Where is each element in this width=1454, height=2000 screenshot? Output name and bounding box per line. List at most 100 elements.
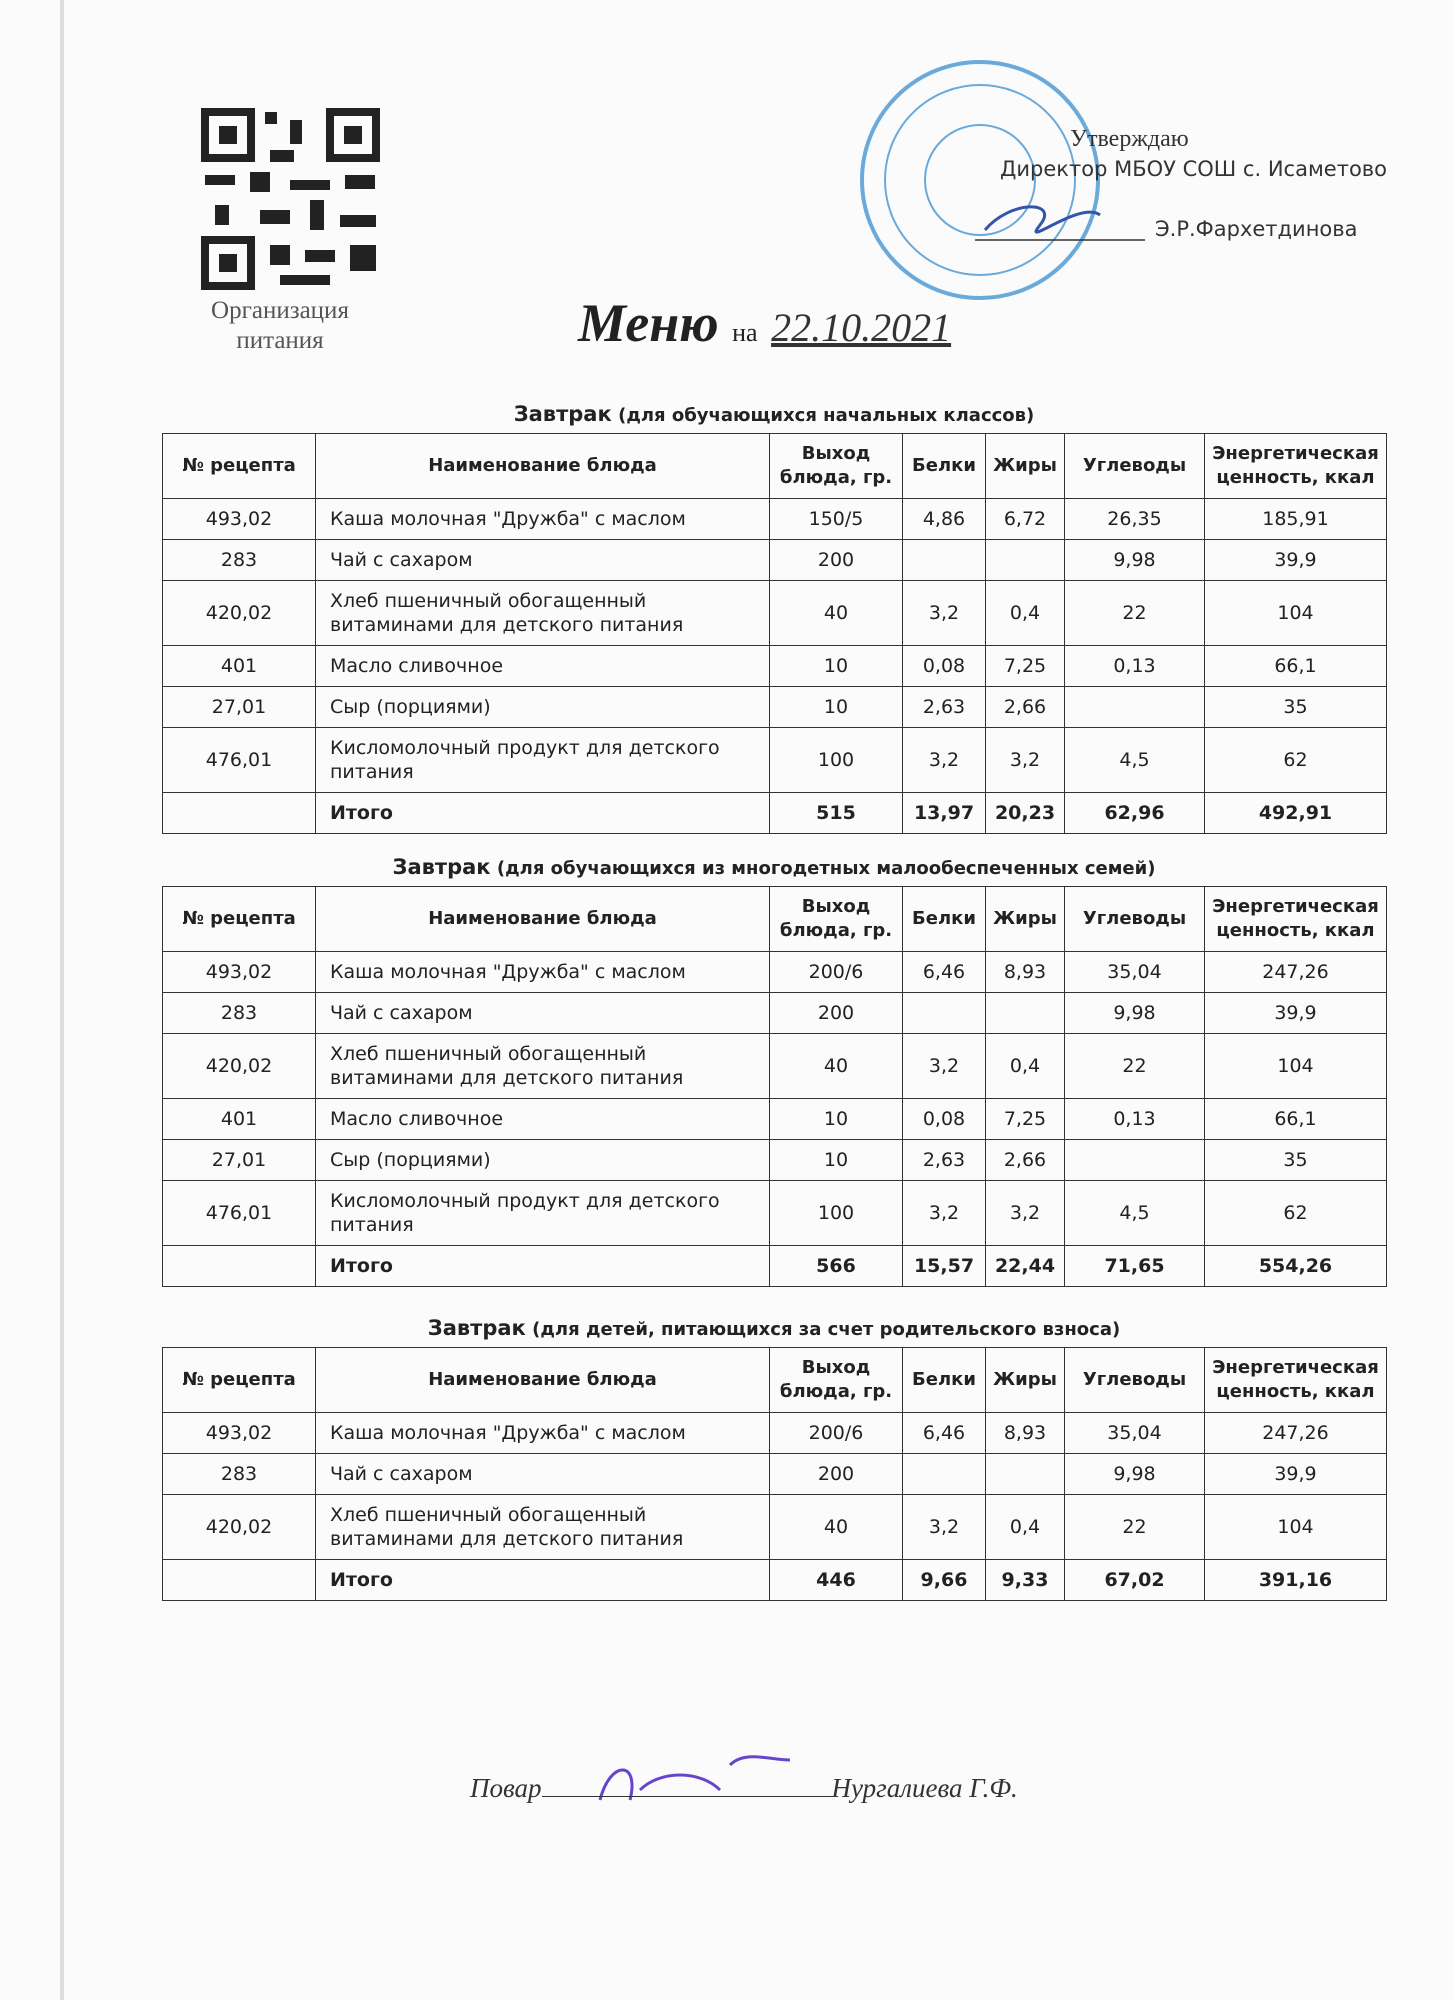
title-main: Меню [578, 293, 719, 353]
table-cell: Каша молочная "Дружба" с маслом [315, 498, 770, 540]
column-header: Жиры [985, 1347, 1065, 1413]
table-cell: 62 [1204, 1180, 1387, 1246]
table-cell: 515 [769, 792, 903, 834]
table-cell: 4,5 [1064, 727, 1205, 793]
column-header: Белки [902, 886, 986, 952]
table-cell: Кисломолочный продукт для детского питан… [315, 727, 770, 793]
table-cell: 476,01 [162, 1180, 316, 1246]
table-cell: 493,02 [162, 498, 316, 540]
table-cell: 401 [162, 645, 316, 687]
qr-code [201, 108, 380, 290]
menu-table: № рецепта Наименование блюда Выход блюда, … [162, 886, 1387, 1287]
table-cell: 10 [769, 686, 903, 728]
table-cell: 420,02 [162, 580, 316, 646]
column-header: Энергетическая ценность, ккал [1204, 433, 1387, 499]
table-cell: 66,1 [1204, 1098, 1387, 1140]
section-name: Завтрак [513, 402, 612, 426]
table-cell: 9,98 [1064, 539, 1205, 581]
column-header: Наименование блюда [315, 886, 770, 952]
qr-caption: Организация питания [190, 296, 370, 356]
table-cell: 6,46 [902, 1412, 986, 1454]
table-cell: 0,08 [902, 645, 986, 687]
table-cell: 4,5 [1064, 1180, 1205, 1246]
total-row: Итого 566 15,57 22,44 71,65 554,26 [162, 1245, 1387, 1287]
table-cell: 62,96 [1064, 792, 1205, 834]
table-cell: 27,01 [162, 686, 316, 728]
table-cell: 22,44 [985, 1245, 1065, 1287]
table-cell: Хлеб пшеничный обогащенный витаминами дл… [315, 1494, 770, 1560]
table-cell: 3,2 [985, 1180, 1065, 1246]
dish-row: 493,02 Каша молочная "Дружба" с маслом 200… [162, 951, 1387, 993]
table-cell: 40 [769, 580, 903, 646]
table-cell [902, 992, 986, 1034]
dish-row: 420,02 Хлеб пшеничный обогащенный витамин… [162, 1494, 1387, 1560]
title-date: 22.10.2021 [771, 305, 952, 350]
approval-signer: Э.Р.Фархетдинова [1155, 217, 1358, 241]
table-cell: 9,98 [1064, 1453, 1205, 1495]
table-cell [162, 1245, 316, 1287]
table-cell: 62 [1204, 727, 1387, 793]
table-cell: 2,66 [985, 686, 1065, 728]
dish-row: 420,02 Хлеб пшеничный обогащенный витамин… [162, 580, 1387, 646]
table-cell: 3,2 [902, 727, 986, 793]
table-cell: 20,23 [985, 792, 1065, 834]
menu-table: № рецепта Наименование блюда Выход блюда, … [162, 1347, 1387, 1601]
table-cell: 39,9 [1204, 992, 1387, 1034]
table-cell: 10 [769, 1098, 903, 1140]
table-cell: 401 [162, 1098, 316, 1140]
table-cell [162, 792, 316, 834]
table-cell: 150/5 [769, 498, 903, 540]
table-cell: 0,4 [985, 1033, 1065, 1099]
header-row: № рецепта Наименование блюда Выход блюда, … [162, 433, 1387, 499]
approval-title: Утверждаю [1070, 126, 1189, 152]
dish-row: 476,01 Кисломолочный продукт для детского… [162, 1180, 1387, 1246]
table-cell: 420,02 [162, 1033, 316, 1099]
column-header: Выход блюда, гр. [769, 886, 903, 952]
column-header: Углеводы [1064, 1347, 1205, 1413]
table-cell: 71,65 [1064, 1245, 1205, 1287]
approval: Утверждаю Директор МБОУ СОШ с. Исаметово… [1000, 124, 1387, 244]
table-cell: 35 [1204, 686, 1387, 728]
column-header: Наименование блюда [315, 1347, 770, 1413]
table-cell: Итого [315, 1245, 770, 1287]
table-cell [902, 539, 986, 581]
document-title: Меню на 22.10.2021 [578, 292, 951, 354]
table-cell: 3,2 [902, 1494, 986, 1560]
section-title: Завтрак (для обучающихся начальных класс… [162, 402, 1386, 426]
signature-blank [541, 1770, 832, 1797]
table-cell: 3,2 [902, 1033, 986, 1099]
dish-row: 493,02 Каша молочная "Дружба" с маслом 200… [162, 1412, 1387, 1454]
table-cell: 22 [1064, 580, 1205, 646]
section-subtitle: (для детей, питающихся за счет родительс… [532, 1319, 1121, 1340]
table-cell: 283 [162, 992, 316, 1034]
table-cell: 200 [769, 1453, 903, 1495]
table-cell: Каша молочная "Дружба" с маслом [315, 951, 770, 993]
director-signature [983, 205, 1101, 234]
table-cell [1064, 686, 1205, 728]
table-cell: 3,2 [985, 727, 1065, 793]
table-cell: Кисломолочный продукт для детского питан… [315, 1180, 770, 1246]
table-cell: 15,57 [902, 1245, 986, 1287]
dish-row: 283 Чай с сахаром 200 9,98 39,9 [162, 539, 1387, 581]
table-cell: 7,25 [985, 1098, 1065, 1140]
table-cell [1064, 1139, 1205, 1181]
table-cell: Итого [315, 792, 770, 834]
table-cell: 35 [1204, 1139, 1387, 1181]
table-cell: 39,9 [1204, 539, 1387, 581]
table-cell: Чай с сахаром [315, 539, 770, 581]
section-name: Завтрак [392, 855, 491, 879]
table-cell: Каша молочная "Дружба" с маслом [315, 1412, 770, 1454]
header-row: № рецепта Наименование блюда Выход блюда, … [162, 1347, 1387, 1413]
table-cell: 67,02 [1064, 1559, 1205, 1601]
table-cell: 0,4 [985, 580, 1065, 646]
table-cell: 0,08 [902, 1098, 986, 1140]
table-cell: 247,26 [1204, 951, 1387, 993]
table-cell: 10 [769, 645, 903, 687]
table-cell: 420,02 [162, 1494, 316, 1560]
column-header: Выход блюда, гр. [769, 433, 903, 499]
table-cell: 13,97 [902, 792, 986, 834]
table-cell: 2,66 [985, 1139, 1065, 1181]
table-cell: 8,93 [985, 1412, 1065, 1454]
